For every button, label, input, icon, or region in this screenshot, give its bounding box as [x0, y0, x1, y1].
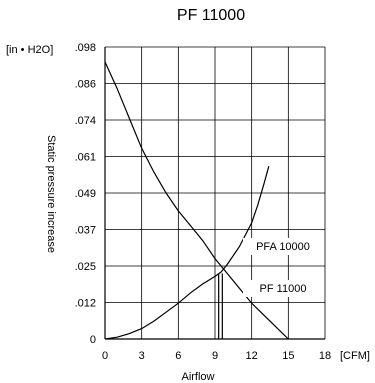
x-tick-label: 18: [319, 350, 331, 362]
x-tick-label: 12: [246, 350, 258, 362]
x-tick-label: 0: [102, 350, 108, 362]
x-tick-label: 3: [139, 350, 145, 362]
operating-point-lines: [218, 273, 223, 339]
chart-title: PF 11000: [177, 7, 245, 24]
x-tick-label: 15: [282, 350, 294, 362]
y-axis-label: Static pressure increase: [45, 135, 57, 253]
series-lines: [104, 61, 289, 340]
x-tick-labels: 0 3 6 9 12 15 18: [102, 350, 331, 362]
y-tick-label: .012: [75, 298, 96, 310]
series-labels: PFA 10000 PF 11000: [243, 238, 323, 297]
y-tick-labels: 0 .012 .025 .037 .049 .061 .074 .086 .098: [75, 42, 96, 346]
x-axis-unit: [CFM]: [340, 350, 370, 362]
y-tick-label: .061: [75, 152, 96, 164]
grid: [104, 46, 326, 340]
y-tick-label: .098: [75, 42, 96, 54]
y-tick-label: .037: [75, 225, 96, 237]
y-tick-label: .049: [75, 188, 96, 200]
series-label-bg: [243, 238, 323, 255]
series-line-0: [104, 61, 289, 340]
y-axis-unit: [in • H2O]: [6, 44, 53, 56]
y-tick-label: .025: [75, 261, 96, 273]
series-label: PF 11000: [260, 283, 307, 295]
series-label-bg: [243, 280, 323, 297]
series-label: PFA 10000: [256, 241, 310, 253]
x-axis-label: Airflow: [181, 371, 214, 383]
y-tick-label: 0: [90, 334, 96, 346]
y-tick-label: .074: [75, 115, 96, 127]
y-tick-label: .086: [75, 79, 96, 91]
x-tick-label: 9: [212, 350, 218, 362]
series-line-1: [104, 166, 270, 340]
x-tick-label: 6: [175, 350, 181, 362]
